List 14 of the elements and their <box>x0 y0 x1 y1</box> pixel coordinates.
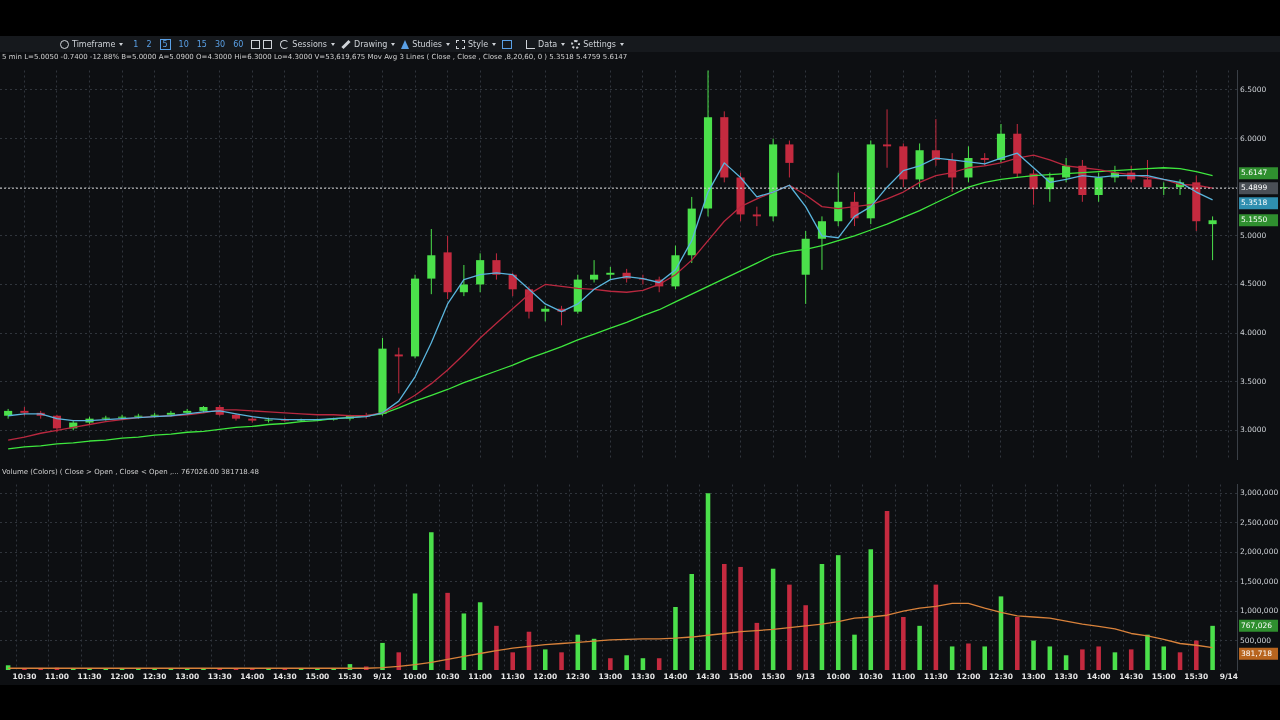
text: 60 <box>233 39 244 49</box>
text: Timeframe <box>72 39 116 49</box>
text: Settings <box>583 39 617 49</box>
text: Data <box>538 39 558 49</box>
text: 1 <box>133 39 139 49</box>
text: 5 <box>159 38 171 50</box>
text: 10 <box>178 39 189 49</box>
text: Sessions <box>292 39 328 49</box>
text: Studies <box>412 39 442 49</box>
text: Style <box>468 39 489 49</box>
text: 15 <box>196 39 207 49</box>
text: 2 <box>146 39 152 49</box>
text: Drawing <box>354 39 388 49</box>
text: 30 <box>214 39 226 49</box>
